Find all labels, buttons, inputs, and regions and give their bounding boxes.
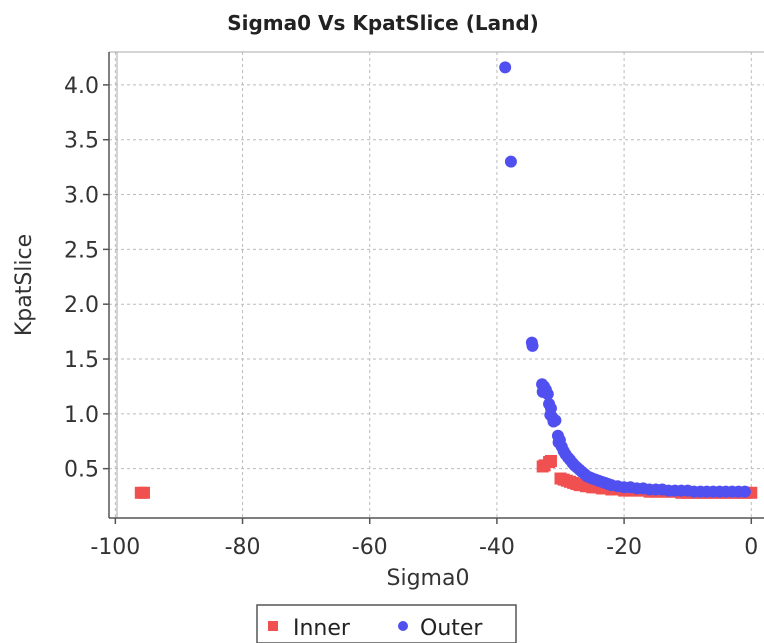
- outer-point: [549, 414, 562, 427]
- x-axis-title: Sigma0: [387, 566, 470, 591]
- y-tick-label: 0.5: [64, 458, 99, 483]
- y-axis-title: KpatSlice: [12, 234, 37, 336]
- y-tick-label: 4.0: [64, 74, 99, 99]
- outer-point: [499, 61, 512, 74]
- outer-point: [526, 339, 539, 352]
- legend-outer-marker: [398, 621, 408, 631]
- y-tick-label: 1.5: [64, 348, 99, 373]
- y-tick-label: 3.5: [64, 129, 99, 154]
- plot-area: [108, 51, 764, 519]
- outer-point: [738, 485, 751, 498]
- x-tick-label: -80: [225, 535, 261, 560]
- y-tick-label: 1.0: [64, 403, 99, 428]
- legend: Inner Outer: [256, 604, 517, 643]
- outer-point: [541, 388, 554, 401]
- plot-background: [109, 52, 764, 518]
- x-tick-label: -40: [479, 535, 515, 560]
- grid-lines: [109, 52, 764, 518]
- y-axis-ticks: 0.5 1.0 1.5 2.0 2.5 3.0 3.5 4.0: [64, 74, 109, 483]
- legend-outer-label: Outer: [420, 616, 483, 641]
- y-tick-label: 2.0: [64, 293, 99, 318]
- x-axis-ticks: -100 -80 -60 -40 -20 0: [90, 518, 758, 560]
- outer-point: [504, 155, 517, 168]
- x-tick-label: 0: [744, 535, 758, 560]
- legend-inner-label: Inner: [293, 616, 351, 641]
- x-tick-label: -20: [606, 535, 642, 560]
- legend-inner-marker: [268, 621, 278, 631]
- inner-point: [137, 486, 150, 499]
- inner-point: [544, 454, 557, 467]
- chart-title: Sigma0 Vs KpatSlice (Land): [227, 11, 539, 35]
- y-tick-label: 3.0: [64, 184, 99, 209]
- x-tick-label: -60: [352, 535, 388, 560]
- legend-box: [256, 604, 517, 643]
- y-tick-label: 2.5: [64, 238, 99, 263]
- series-outer: [499, 61, 751, 498]
- x-tick-label: -100: [90, 535, 140, 560]
